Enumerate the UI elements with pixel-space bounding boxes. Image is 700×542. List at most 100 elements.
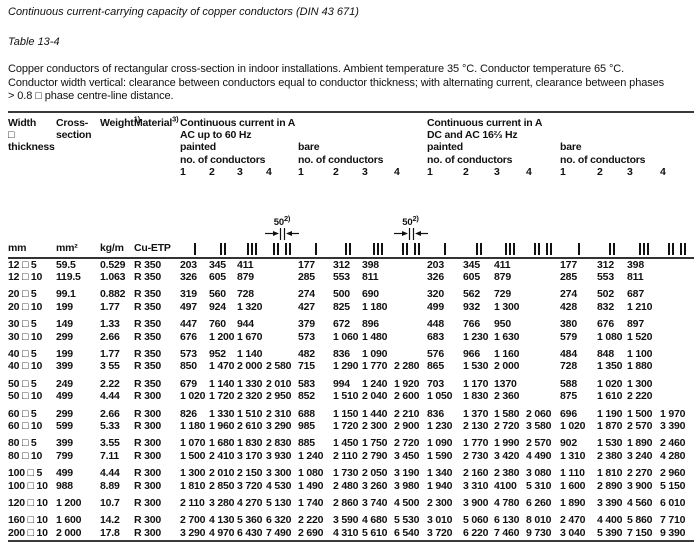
size-cell: 100 □ 5 xyxy=(8,467,43,480)
table-row: 120 □ 10 1 200 10.7 R 300 2 110 3 280 4 270 5 1… xyxy=(8,492,694,509)
conductors-label: no. of conductors xyxy=(560,153,646,166)
current-value-cell: 683 xyxy=(427,330,444,343)
spacing-value: 502) xyxy=(402,213,419,228)
table-row: 50 □ 5 249 2.22 R 350 679 1 140 1 330 2 010 583 9… xyxy=(8,373,694,390)
current-value-cell xyxy=(660,271,694,283)
size-cell: 12 □ 10 xyxy=(8,270,43,283)
current-capacity-table: Width Cross- Weight1) Material3) Continu… xyxy=(8,114,695,540)
count-header: 3 xyxy=(627,166,633,179)
current-value-cell: 2 720 xyxy=(394,437,420,450)
weight-cell: 0.529 xyxy=(100,258,126,271)
count-header: 3 xyxy=(494,166,500,179)
current-value-cell: 848 xyxy=(597,347,614,360)
current-value-cell: 1 730 xyxy=(333,467,359,480)
header-row-5: 1 2 3 4 1 2 3 4 1 2 3 4 1 2 3 4 xyxy=(8,166,694,178)
spacing-dimension-annotation: 502) xyxy=(393,213,428,240)
current-value-cell xyxy=(394,271,427,283)
current-value-cell xyxy=(394,313,427,330)
current-value-cell: 411 xyxy=(494,258,511,271)
current-value-cell: 3 290 xyxy=(180,526,206,539)
current-value-cell: 1 510 xyxy=(237,407,263,420)
current-value-cell: 1 170 xyxy=(463,377,489,390)
size-unit: mm xyxy=(8,178,56,259)
material-cell: R 300 xyxy=(134,514,162,527)
current-value-cell: 3 080 xyxy=(526,467,552,480)
current-value-cell: 5 360 xyxy=(237,514,263,527)
current-value-cell: 950 xyxy=(494,318,511,331)
ac-bare-label: bare xyxy=(298,141,320,154)
weight-cell: 8.89 xyxy=(100,479,120,492)
weight-footnote-mark: 1) xyxy=(133,114,140,123)
weight-cell: 2.66 xyxy=(100,330,120,343)
current-value-cell xyxy=(394,331,427,343)
current-value-cell: 428 xyxy=(560,300,577,313)
current-value-cell: 326 xyxy=(180,270,197,283)
current-value-cell: 4 270 xyxy=(237,497,263,510)
current-value-cell: 2 730 xyxy=(463,449,489,462)
table-row: 12 □ 5 59.5 0.529 R 350 203 345 411 177 312 398 20… xyxy=(8,258,694,271)
cross-section-cell: 399 xyxy=(56,437,73,450)
current-value-cell: 897 xyxy=(627,318,644,331)
current-value-cell: 885 xyxy=(298,437,315,450)
current-value-cell: 952 xyxy=(209,347,226,360)
current-value-cell: 3 720 xyxy=(427,526,453,539)
current-value-cell: 7 490 xyxy=(266,526,292,539)
current-value-cell: 1 240 xyxy=(298,449,324,462)
current-value-cell: 896 xyxy=(362,318,379,331)
current-value-cell: 1 070 xyxy=(180,437,206,450)
current-value-cell: 2 050 xyxy=(362,467,388,480)
size-cell: 40 □ 10 xyxy=(8,360,43,373)
current-value-cell: 879 xyxy=(494,270,511,283)
current-value-cell: 2 890 xyxy=(597,479,623,492)
current-value-cell xyxy=(660,331,694,343)
current-value-cell: 320 xyxy=(427,288,444,301)
conductor-symbol-3-bars xyxy=(627,178,661,259)
current-value-cell xyxy=(526,258,560,271)
header-row-2: □ section AC up to 60 Hz DC and AC 16⅔ H… xyxy=(8,129,694,141)
current-value-cell xyxy=(660,390,694,402)
table-label: Table 13-4 xyxy=(8,36,60,48)
cross-section-cell: 1 200 xyxy=(56,497,82,510)
width-header: Width xyxy=(8,116,37,129)
count-header: 2 xyxy=(333,166,339,179)
description-line-2: Conductor width vertical: clearance betw… xyxy=(8,76,665,89)
conductor-symbol-2-bars xyxy=(463,178,495,259)
conductor-symbol-4-bars xyxy=(660,178,695,259)
table-row: 20 □ 10 199 1.77 R 350 497 924 1 320 427 825 1 18… xyxy=(8,301,694,313)
current-value-cell: 1 020 xyxy=(597,377,623,390)
count-header: 4 xyxy=(526,166,532,179)
current-value-cell: 1 490 xyxy=(298,479,324,492)
document-title: Continuous current-carrying capacity of … xyxy=(8,6,359,18)
current-value-cell: 9 730 xyxy=(526,526,552,539)
current-value-cell: 2 860 xyxy=(333,497,359,510)
current-value-cell: 4 130 xyxy=(209,514,235,527)
count-header: 2 xyxy=(597,166,603,179)
current-value-cell: 345 xyxy=(209,258,226,271)
count-header: 3 xyxy=(237,166,243,179)
weight-cell: 14.2 xyxy=(100,514,120,527)
current-value-cell: 1 750 xyxy=(362,437,388,450)
current-value-cell: 502 xyxy=(597,288,614,301)
thickness-header: thickness xyxy=(8,141,55,154)
dc-painted-label: painted xyxy=(427,141,463,154)
cross-section-cell: 499 xyxy=(56,390,73,403)
conductor-symbol-2-bars xyxy=(333,178,362,259)
current-value-cell: 2 950 xyxy=(266,390,292,403)
current-value-cell: 2 380 xyxy=(597,449,623,462)
current-value-cell: 312 xyxy=(333,258,350,271)
table-row: 30 □ 10 299 2.66 R 350 676 1 200 1 670 573 1 060… xyxy=(8,331,694,343)
current-value-cell: 1 230 xyxy=(463,330,489,343)
cross-section-cell: 299 xyxy=(56,330,73,343)
current-value-cell: 6 320 xyxy=(266,514,292,527)
current-value-cell: 679 xyxy=(180,377,197,390)
current-value-cell: 3 590 xyxy=(333,514,359,527)
current-value-cell: 3 980 xyxy=(394,479,420,492)
current-value-cell: 932 xyxy=(463,300,480,313)
current-value-cell: 5 130 xyxy=(266,497,292,510)
current-value-cell: 879 xyxy=(237,270,254,283)
current-value-cell: 2 040 xyxy=(362,390,388,403)
current-value-cell: 1 610 xyxy=(597,390,623,403)
current-value-cell: 500 xyxy=(333,288,350,301)
material-cell: R 300 xyxy=(134,497,162,510)
current-value-cell: 6 130 xyxy=(494,514,520,527)
